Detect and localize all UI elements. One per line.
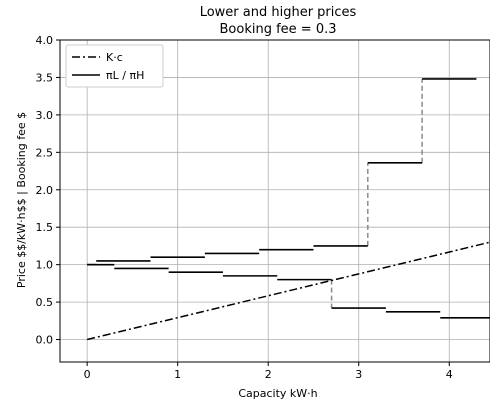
y-tick-label: 2.0	[36, 184, 54, 197]
step-jumps	[330, 78, 423, 309]
plot-area	[59, 39, 490, 363]
legend-box	[65, 44, 164, 88]
x-tick-label: 4	[446, 368, 453, 381]
x-tick-label: 1	[174, 368, 181, 381]
legend: K·c πL / πH	[65, 44, 164, 88]
grid-lines	[60, 39, 490, 362]
y-tick-label: 3.5	[36, 71, 54, 84]
legend-label-kc: K·c	[106, 51, 123, 64]
x-tick-label: 0	[84, 368, 91, 381]
x-tick-label: 2	[265, 368, 272, 381]
y-tick-label: 2.5	[36, 146, 54, 159]
series-lines	[86, 78, 490, 341]
legend-label-price: πL / πH	[106, 69, 144, 82]
axis-ticks: 0 1 2 3 4 0.0 0.5 1.0 1.5 2.0 2.5 3.0 3.5 4.0	[36, 34, 453, 381]
kc-line	[86, 241, 490, 341]
y-tick-label: 0.5	[36, 296, 54, 309]
y-axis-label: Price $$/kW·h$$ | Booking fee $	[15, 112, 28, 288]
chart-title: Lower and higher prices	[200, 5, 357, 20]
x-tick-label: 3	[355, 368, 362, 381]
x-axis-label: Capacity kW·h	[238, 387, 317, 400]
chart-subtitle: Booking fee = 0.3	[220, 22, 337, 37]
y-tick-label: 3.0	[36, 109, 54, 122]
y-tick-label: 1.5	[36, 221, 54, 234]
y-tick-label: 1.0	[36, 259, 54, 272]
y-tick-label: 4.0	[36, 34, 54, 47]
y-tick-label: 0.0	[36, 334, 54, 347]
